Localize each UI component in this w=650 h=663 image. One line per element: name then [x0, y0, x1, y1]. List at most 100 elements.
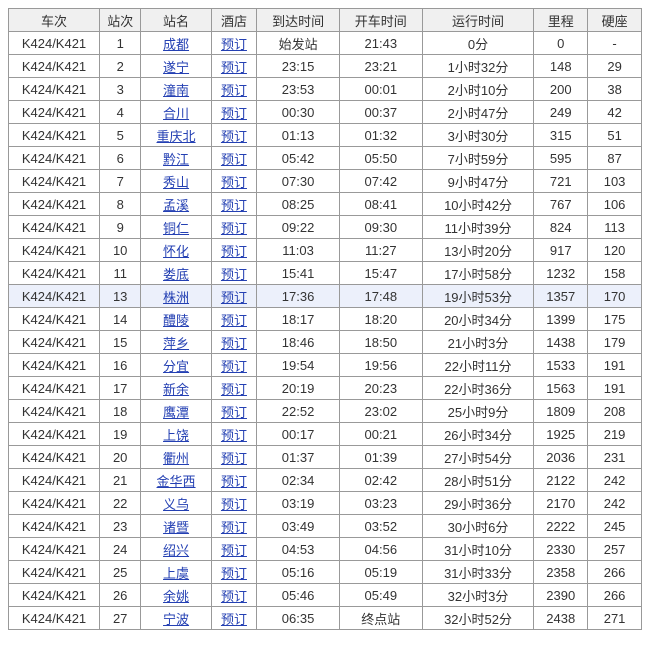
cell-seat: 38: [588, 78, 642, 101]
cell-train: K424/K421: [9, 308, 100, 331]
cell-arrival: 06:35: [257, 607, 340, 630]
cell-arrival: 01:37: [257, 446, 340, 469]
cell-train: K424/K421: [9, 469, 100, 492]
cell-seat: 29: [588, 55, 642, 78]
booking-link[interactable]: 预订: [221, 451, 247, 466]
cell-seq: 24: [100, 538, 141, 561]
station-link[interactable]: 新余: [163, 382, 189, 397]
cell-arrival: 11:03: [257, 239, 340, 262]
cell-runtime: 32小时52分: [422, 607, 534, 630]
cell-runtime: 25小时9分: [422, 400, 534, 423]
booking-link[interactable]: 预订: [221, 198, 247, 213]
cell-seat: 242: [588, 469, 642, 492]
cell-train: K424/K421: [9, 354, 100, 377]
cell-arrival: 18:46: [257, 331, 340, 354]
cell-seat: 191: [588, 354, 642, 377]
station-link[interactable]: 萍乡: [163, 336, 189, 351]
booking-link[interactable]: 预订: [221, 290, 247, 305]
booking-link[interactable]: 预订: [221, 83, 247, 98]
booking-link[interactable]: 预订: [221, 106, 247, 121]
cell-depart: 03:23: [339, 492, 422, 515]
station-link[interactable]: 分宜: [163, 359, 189, 374]
station-link[interactable]: 秀山: [163, 175, 189, 190]
booking-link[interactable]: 预订: [221, 175, 247, 190]
cell-depart: 09:30: [339, 216, 422, 239]
table-row: K424/K42116分宜预订19:5419:5622小时11分1533191: [9, 354, 642, 377]
booking-link[interactable]: 预订: [221, 382, 247, 397]
cell-mileage: 1533: [534, 354, 588, 377]
station-link[interactable]: 诸暨: [163, 520, 189, 535]
station-link[interactable]: 遂宁: [163, 60, 189, 75]
station-link[interactable]: 黔江: [163, 152, 189, 167]
booking-link[interactable]: 预订: [221, 313, 247, 328]
station-link[interactable]: 潼南: [163, 83, 189, 98]
booking-link[interactable]: 预订: [221, 129, 247, 144]
booking-link[interactable]: 预订: [221, 566, 247, 581]
cell-train: K424/K421: [9, 55, 100, 78]
cell-runtime: 30小时6分: [422, 515, 534, 538]
booking-link[interactable]: 预订: [221, 520, 247, 535]
cell-mileage: 1925: [534, 423, 588, 446]
booking-link[interactable]: 预订: [221, 244, 247, 259]
cell-mileage: 2170: [534, 492, 588, 515]
cell-mileage: 1232: [534, 262, 588, 285]
station-link[interactable]: 上虞: [163, 566, 189, 581]
cell-train: K424/K421: [9, 515, 100, 538]
cell-arrival: 00:17: [257, 423, 340, 446]
station-link[interactable]: 株洲: [163, 290, 189, 305]
cell-seat: -: [588, 32, 642, 55]
booking-link[interactable]: 预订: [221, 612, 247, 627]
cell-seq: 8: [100, 193, 141, 216]
booking-link[interactable]: 预订: [221, 60, 247, 75]
cell-runtime: 26小时34分: [422, 423, 534, 446]
booking-link[interactable]: 预订: [221, 152, 247, 167]
station-link[interactable]: 醴陵: [163, 313, 189, 328]
station-link[interactable]: 怀化: [163, 244, 189, 259]
station-link[interactable]: 上饶: [163, 428, 189, 443]
station-link[interactable]: 义乌: [163, 497, 189, 512]
cell-seat: 87: [588, 147, 642, 170]
station-link[interactable]: 铜仁: [163, 221, 189, 236]
cell-seq: 18: [100, 400, 141, 423]
booking-link[interactable]: 预订: [221, 589, 247, 604]
cell-mileage: 1809: [534, 400, 588, 423]
station-link[interactable]: 成都: [163, 37, 189, 52]
cell-depart: 05:49: [339, 584, 422, 607]
booking-link[interactable]: 预订: [221, 543, 247, 558]
cell-train: K424/K421: [9, 607, 100, 630]
station-link[interactable]: 金华西: [157, 474, 196, 489]
table-row: K424/K4219铜仁预订09:2209:3011小时39分824113: [9, 216, 642, 239]
station-link[interactable]: 衢州: [163, 451, 189, 466]
station-link[interactable]: 孟溪: [163, 198, 189, 213]
cell-train: K424/K421: [9, 78, 100, 101]
cell-arrival: 始发站: [257, 32, 340, 55]
station-link[interactable]: 绍兴: [163, 543, 189, 558]
booking-link[interactable]: 预订: [221, 267, 247, 282]
booking-link[interactable]: 预订: [221, 336, 247, 351]
station-link[interactable]: 娄底: [163, 267, 189, 282]
cell-depart: 00:01: [339, 78, 422, 101]
cell-depart: 01:32: [339, 124, 422, 147]
booking-link[interactable]: 预订: [221, 497, 247, 512]
booking-link[interactable]: 预订: [221, 474, 247, 489]
cell-runtime: 29小时36分: [422, 492, 534, 515]
booking-link[interactable]: 预订: [221, 221, 247, 236]
cell-seq: 25: [100, 561, 141, 584]
booking-link[interactable]: 预订: [221, 37, 247, 52]
booking-link[interactable]: 预订: [221, 359, 247, 374]
booking-link[interactable]: 预订: [221, 428, 247, 443]
station-link[interactable]: 合川: [163, 106, 189, 121]
cell-depart: 17:48: [339, 285, 422, 308]
cell-arrival: 19:54: [257, 354, 340, 377]
cell-depart: 11:27: [339, 239, 422, 262]
booking-link[interactable]: 预订: [221, 405, 247, 420]
station-link[interactable]: 鹰潭: [163, 405, 189, 420]
cell-depart: 00:37: [339, 101, 422, 124]
table-row: K424/K42110怀化预订11:0311:2713小时20分917120: [9, 239, 642, 262]
station-link[interactable]: 重庆北: [157, 129, 196, 144]
station-link[interactable]: 宁波: [163, 612, 189, 627]
table-row: K424/K42124绍兴预订04:5304:5631小时10分2330257: [9, 538, 642, 561]
station-link[interactable]: 余姚: [163, 589, 189, 604]
cell-runtime: 7小时59分: [422, 147, 534, 170]
cell-train: K424/K421: [9, 331, 100, 354]
